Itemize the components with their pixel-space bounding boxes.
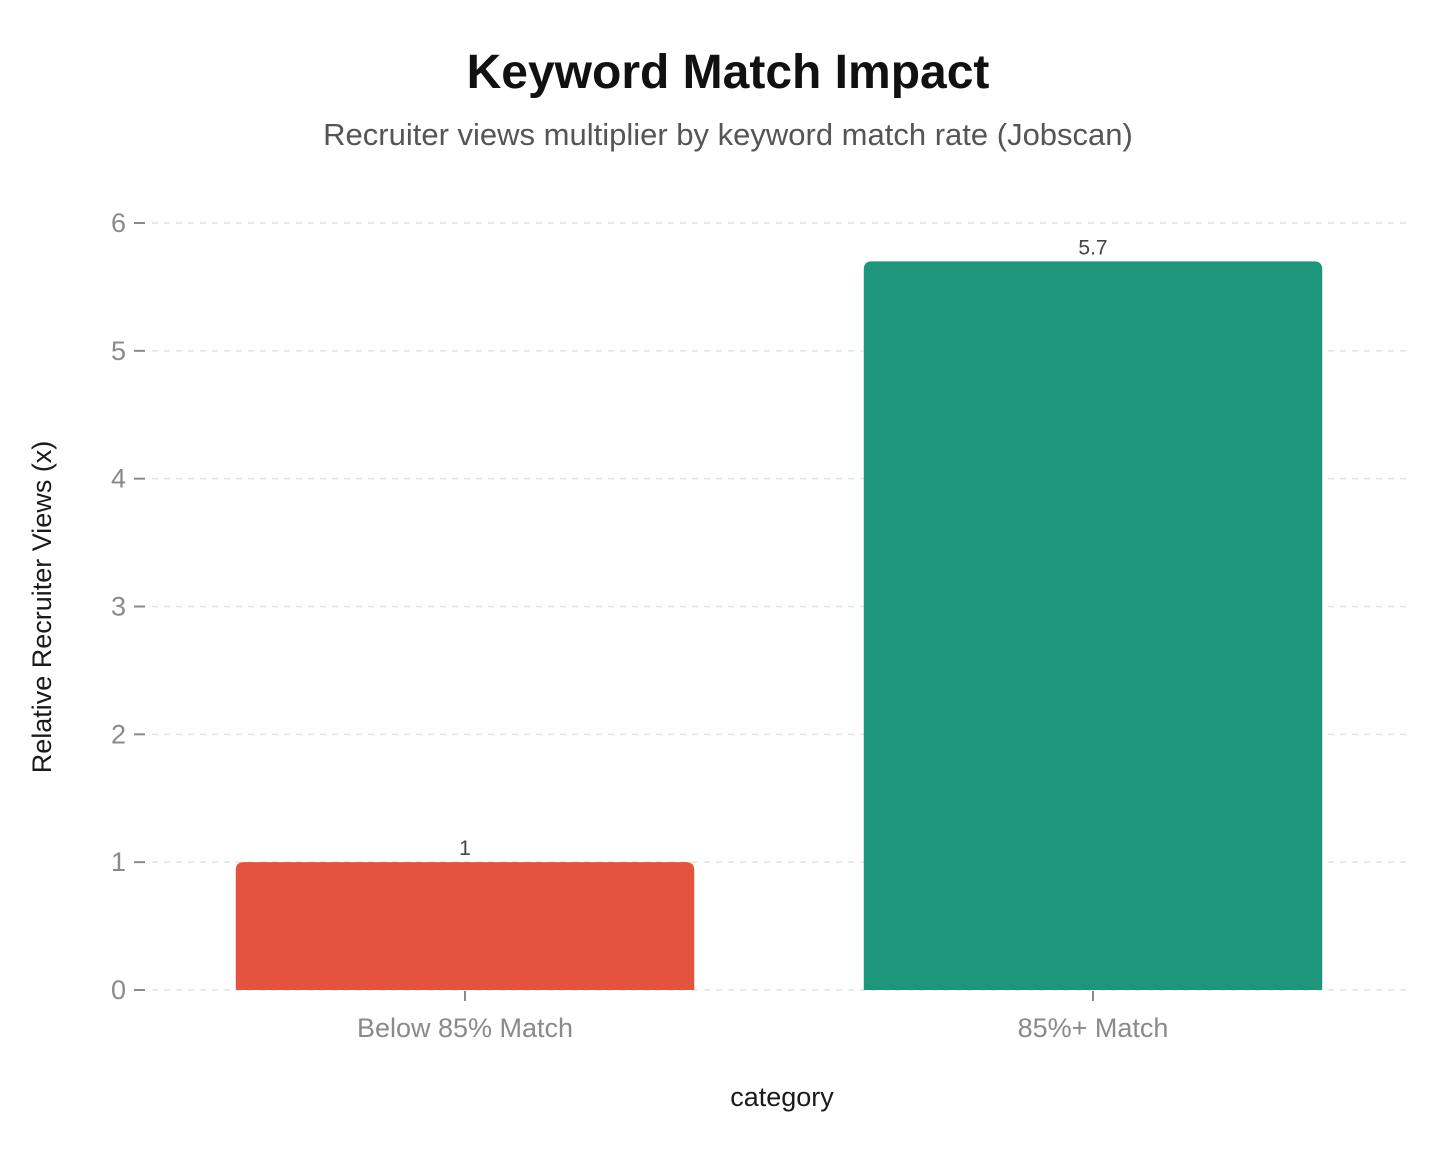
- y-tick-label: 2: [111, 719, 126, 749]
- y-tick-label: 4: [111, 464, 126, 494]
- x-tick-label: Below 85% Match: [357, 1013, 573, 1043]
- x-axis-title: category: [730, 1082, 834, 1112]
- data-label: 5.7: [1078, 236, 1107, 259]
- y-tick-label: 0: [111, 975, 126, 1005]
- y-tick-label: 1: [111, 847, 126, 877]
- x-tick-label: 85%+ Match: [1018, 1013, 1169, 1043]
- bar-2: [863, 261, 1323, 991]
- y-tick-label: 3: [111, 592, 126, 622]
- y-tick-label: 5: [111, 336, 126, 366]
- y-tick-label: 6: [111, 208, 126, 238]
- data-label: 1: [459, 837, 471, 860]
- bar-1: [235, 862, 695, 990]
- bars: 15.7: [235, 236, 1323, 991]
- y-axis-title: Relative Recruiter Views (x): [27, 441, 57, 774]
- x-axis: Below 85% Match 85%+ Match: [357, 991, 1168, 1043]
- y-axis: 0 1 2 3 4 5 6: [111, 208, 145, 1005]
- chart-title: Keyword Match Impact: [467, 46, 990, 99]
- chart-subtitle: Recruiter views multiplier by keyword ma…: [323, 117, 1133, 152]
